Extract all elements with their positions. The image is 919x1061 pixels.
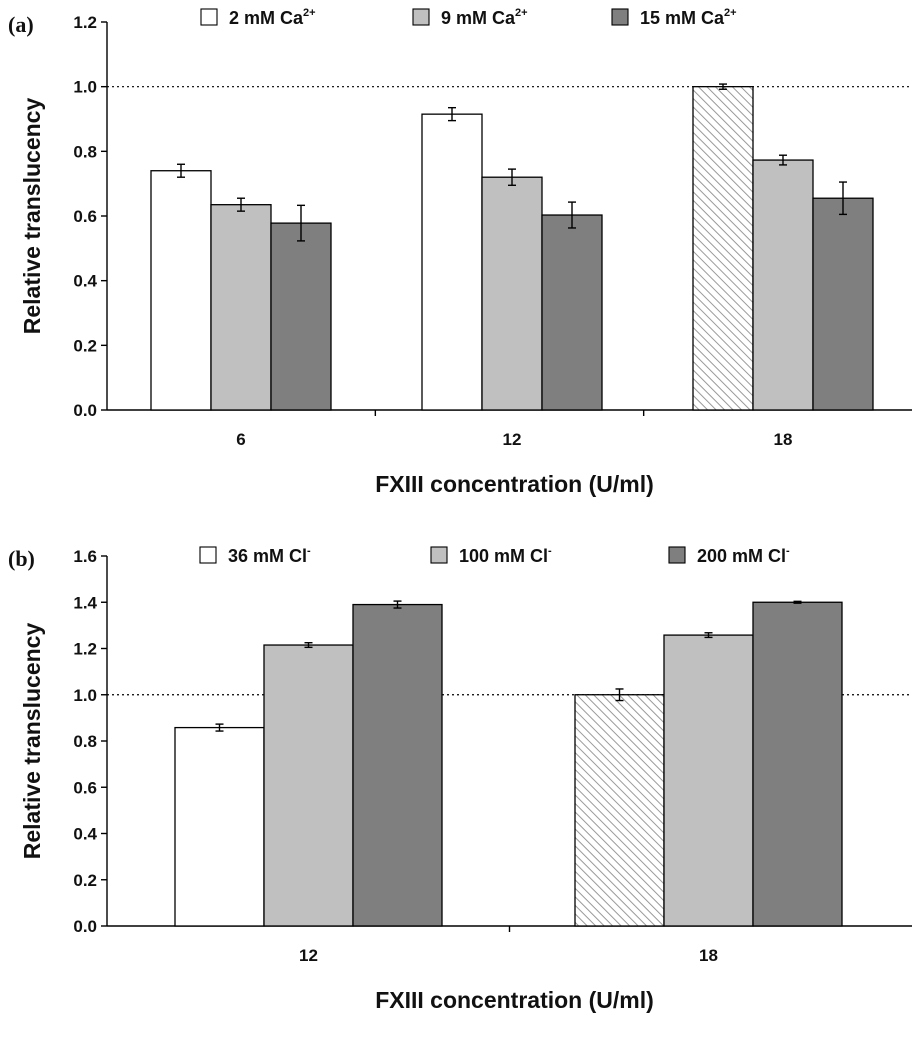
legend-label-superscript: 2+ xyxy=(515,7,528,19)
bar xyxy=(210,204,272,411)
bar xyxy=(174,726,265,927)
panel-label: (a) xyxy=(8,12,34,37)
bar xyxy=(752,159,814,411)
legend-label-text: 200 mM Cl xyxy=(697,546,786,566)
y-tick-label: 0.6 xyxy=(73,778,97,797)
y-axis-title: Relative translucency xyxy=(19,623,45,860)
x-tick-label: 12 xyxy=(299,946,318,965)
legend-label-superscript: - xyxy=(548,545,552,557)
x-tick-label: 18 xyxy=(699,946,718,965)
y-tick-label: 0.2 xyxy=(73,336,97,355)
legend-swatch xyxy=(200,8,218,26)
bar xyxy=(150,170,212,411)
x-tick-label: 6 xyxy=(236,430,245,449)
y-tick-label: 1.0 xyxy=(73,686,97,705)
y-tick-label: 0.4 xyxy=(73,272,97,291)
y-tick-label: 1.6 xyxy=(73,547,97,566)
chart-panel-b: (b) 0.0 0.2 0.4 0.6 0.8 1.0 1.2 1.4 1.6 12 18 FXIII … xyxy=(8,545,912,1013)
legend-swatch xyxy=(199,546,217,564)
legend-swatch xyxy=(412,8,430,26)
panel-label: (b) xyxy=(8,546,35,571)
y-tick-label: 0.6 xyxy=(73,207,97,226)
bar xyxy=(541,214,603,411)
y-tick-label: 0.0 xyxy=(73,401,97,420)
bar xyxy=(481,176,543,411)
legend-label: 9 mM Ca2+ xyxy=(441,7,528,28)
x-tick-label: 18 xyxy=(774,430,793,449)
y-tick-label: 1.2 xyxy=(73,640,97,659)
y-tick-label: 0.8 xyxy=(73,142,97,161)
legend-label-superscript: - xyxy=(786,545,790,557)
chart-panel-a: (a) 0.0 0.2 0.4 0.6 0.8 1.0 1.2 6 12 18 FXIII conce… xyxy=(8,7,912,497)
legend-swatch xyxy=(611,8,629,26)
x-axis-title: FXIII concentration (U/ml) xyxy=(375,471,654,497)
legend-label-text: 100 mM Cl xyxy=(459,546,548,566)
legend-label-superscript: 2+ xyxy=(303,7,316,19)
y-tick-label: 0.2 xyxy=(73,871,97,890)
y-tick-label: 1.2 xyxy=(73,13,97,32)
legend-label-superscript: - xyxy=(307,545,311,557)
y-tick-label: 0.8 xyxy=(73,732,97,751)
legend-label-text: 2 mM Ca xyxy=(229,8,304,28)
legend-label: 15 mM Ca2+ xyxy=(640,7,737,28)
legend-label: 36 mM Cl- xyxy=(228,545,311,566)
bar xyxy=(812,197,874,411)
bar xyxy=(752,601,843,927)
bar xyxy=(421,113,483,411)
y-tick-label: 0.4 xyxy=(73,825,97,844)
legend-label: 200 mM Cl- xyxy=(697,545,790,566)
y-tick-label: 0.0 xyxy=(73,917,97,936)
bar xyxy=(663,634,754,927)
legend-label: 2 mM Ca2+ xyxy=(229,7,316,28)
legend-label-text: 9 mM Ca xyxy=(441,8,516,28)
bar xyxy=(270,222,332,411)
y-axis-title: Relative translucency xyxy=(19,98,45,335)
x-tick-label: 12 xyxy=(503,430,522,449)
bar xyxy=(352,603,443,927)
legend-swatch xyxy=(430,546,448,564)
bar xyxy=(692,86,754,411)
legend-swatch xyxy=(668,546,686,564)
legend-label: 100 mM Cl- xyxy=(459,545,552,566)
bar xyxy=(574,694,665,927)
y-tick-label: 1.4 xyxy=(73,593,97,612)
x-axis-title: FXIII concentration (U/ml) xyxy=(375,987,654,1013)
legend-label-text: 15 mM Ca xyxy=(640,8,725,28)
bar xyxy=(263,644,354,927)
y-tick-label: 1.0 xyxy=(73,78,97,97)
legend-label-superscript: 2+ xyxy=(724,7,737,19)
legend-label-text: 36 mM Cl xyxy=(228,546,307,566)
